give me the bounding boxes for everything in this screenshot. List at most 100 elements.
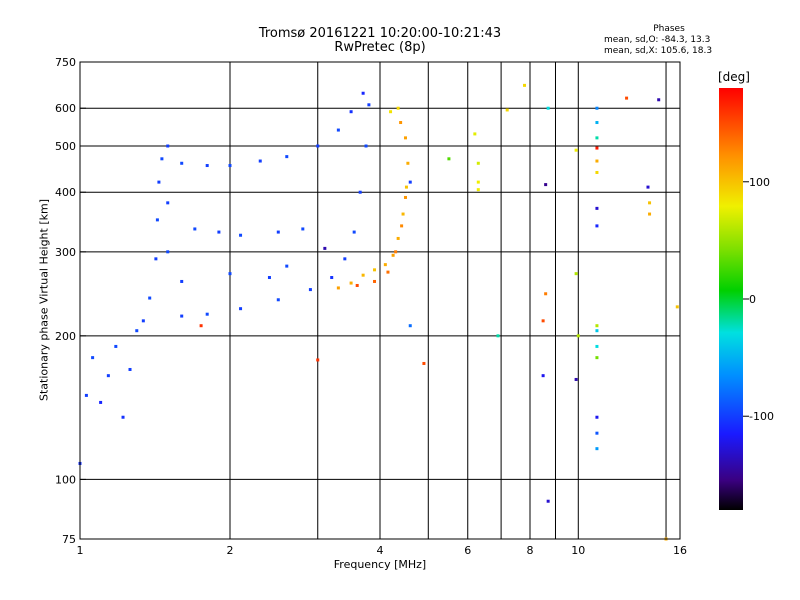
x-tick-label: 4 (377, 544, 384, 557)
data-point (336, 128, 340, 132)
data-point (408, 324, 412, 328)
data-point (595, 447, 599, 451)
phases-heading: Phases (653, 24, 685, 34)
data-point (276, 230, 280, 234)
data-point (349, 281, 353, 285)
plot-frame (79, 61, 681, 540)
data-point (217, 230, 221, 234)
data-point (541, 374, 545, 378)
data-point (84, 393, 88, 397)
data-point (523, 83, 527, 87)
grid-lines (80, 62, 680, 539)
data-point (574, 272, 578, 276)
colorbar-unit-label: [deg] (718, 70, 750, 84)
data-point (135, 329, 139, 333)
colorbar-ticks: 100 0 -100 (743, 176, 774, 423)
data-point (361, 273, 365, 277)
data-point (160, 157, 164, 161)
y-tick-label: 600 (55, 102, 76, 115)
data-point (99, 400, 103, 404)
data-point (408, 180, 412, 184)
data-point (121, 415, 125, 419)
data-point (155, 218, 159, 222)
data-point (400, 224, 404, 228)
data-point (205, 164, 209, 168)
data-point (546, 499, 550, 503)
data-point (595, 344, 599, 348)
data-point (389, 110, 393, 114)
data-point (228, 272, 232, 276)
data-point (323, 246, 327, 250)
data-point (391, 253, 395, 257)
data-point (166, 144, 170, 148)
data-point (546, 106, 550, 110)
data-point (343, 257, 347, 261)
data-point (180, 279, 184, 283)
y-tick-label: 100 (55, 473, 76, 486)
data-point (276, 298, 280, 302)
data-point (106, 374, 110, 378)
data-point (349, 110, 353, 114)
data-point (595, 106, 599, 110)
data-point (399, 121, 403, 125)
y-tick-label: 300 (55, 246, 76, 259)
data-point (541, 319, 545, 323)
data-point (336, 286, 340, 290)
y-tick-label: 400 (55, 186, 76, 199)
data-point (396, 236, 400, 240)
data-point (675, 305, 679, 309)
y-tick-label: 200 (55, 330, 76, 343)
colorbar-tick-label: -100 (749, 410, 774, 423)
phases-o-mode-line: mean, sd,O: -84.3, 13.3 (604, 35, 711, 45)
data-points (78, 83, 679, 541)
data-point (141, 319, 145, 323)
data-point (193, 227, 197, 231)
data-point (91, 356, 95, 360)
data-point (301, 227, 305, 231)
data-point (154, 257, 158, 261)
data-point (180, 161, 184, 165)
data-point (595, 136, 599, 140)
data-point (595, 329, 599, 333)
data-point (386, 270, 390, 274)
data-point (447, 157, 451, 161)
data-point (422, 361, 426, 365)
data-point (205, 312, 209, 316)
data-point (355, 283, 359, 287)
data-point (406, 161, 410, 165)
data-point (228, 164, 232, 168)
data-point (404, 185, 408, 189)
data-point (358, 190, 362, 194)
data-point (595, 206, 599, 210)
data-point (199, 324, 203, 328)
phases-x-mode-line: mean, sd,X: 105.6, 18.3 (604, 46, 713, 56)
x-axis-label: Frequency [MHz] (333, 558, 427, 571)
colorbar-tick-label: 100 (749, 176, 770, 189)
data-point (114, 344, 118, 348)
data-point (595, 146, 599, 150)
data-point (157, 180, 161, 184)
data-point (394, 250, 398, 254)
data-point (544, 183, 548, 187)
data-point (373, 268, 377, 272)
data-point (403, 195, 407, 199)
x-tick-label: 2 (227, 544, 234, 557)
data-point (367, 103, 371, 107)
data-point (625, 96, 629, 100)
data-point (496, 334, 500, 338)
y-tick-label: 75 (62, 533, 76, 546)
data-point (316, 144, 320, 148)
x-tick-label: 6 (464, 544, 471, 557)
data-point (364, 144, 368, 148)
data-point (330, 276, 334, 280)
colorbar-tick-label: 0 (749, 293, 756, 306)
x-tick-label: 16 (673, 544, 687, 557)
data-point (401, 212, 405, 216)
data-point (352, 230, 356, 234)
data-point (373, 279, 377, 283)
data-point (648, 201, 652, 205)
data-point (595, 415, 599, 419)
data-point (476, 180, 480, 184)
data-point (574, 377, 578, 381)
